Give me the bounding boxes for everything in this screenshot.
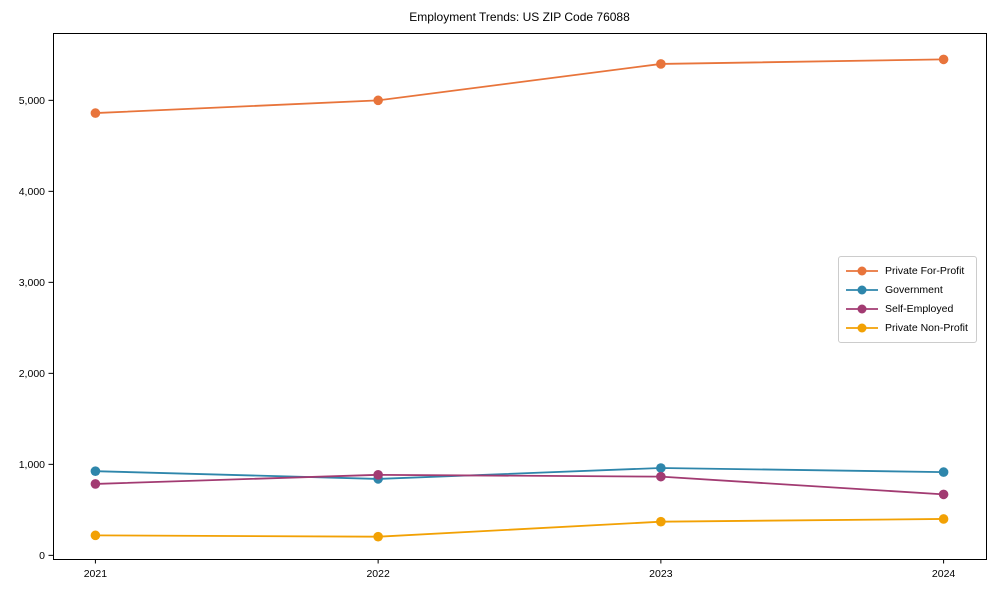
legend-item-self-employed: Self-Employed [845, 301, 970, 317]
legend-label: Private Non-Profit [885, 322, 968, 335]
legend-label: Self-Employed [885, 303, 954, 316]
series-line-self-employed [95, 473, 944, 496]
chart-title: Employment Trends: US ZIP Code 76088 [409, 10, 630, 24]
x-tick-label: 2022 [366, 568, 390, 580]
data-point [938, 54, 949, 65]
data-point [90, 466, 101, 476]
legend-label: Government [885, 283, 943, 296]
y-tick-label: 2,000 [19, 368, 45, 380]
y-tick-label: 0 [39, 550, 45, 562]
y-tick-label: 1,000 [19, 459, 45, 471]
legend: Private For-Profit Government Self-Employe… [838, 256, 977, 343]
y-tick-label: 5,000 [19, 95, 45, 107]
x-tick-label: 2021 [84, 568, 108, 580]
data-point [373, 95, 383, 106]
axes-frame [53, 33, 987, 560]
legend-marker-icon [846, 323, 878, 333]
data-point [373, 470, 383, 480]
data-point [90, 530, 101, 541]
legend-item-private-for-profit: Private For-Profit [845, 263, 970, 279]
data-point [656, 59, 666, 69]
data-point [938, 467, 949, 477]
data-point [90, 479, 101, 489]
data-point [656, 471, 666, 482]
data-point [656, 516, 666, 527]
y-tick-label: 4,000 [19, 186, 45, 198]
data-point [373, 531, 383, 542]
legend-marker-icon [846, 266, 878, 276]
series-line-private-for-profit [95, 58, 944, 114]
series-line-private-non-profit [95, 518, 944, 538]
data-point [938, 514, 949, 524]
data-point [90, 108, 101, 118]
y-tick-label: 3,000 [19, 277, 45, 289]
legend-label: Private For-Profit [885, 264, 965, 277]
legend-marker-icon [846, 285, 878, 295]
x-tick-label: 2024 [932, 568, 956, 580]
data-point [656, 463, 666, 473]
legend-item-private-non-profit: Private Non-Profit [845, 320, 970, 336]
x-tick-label: 2023 [649, 568, 673, 580]
legend-item-government: Government [845, 282, 970, 298]
data-point [938, 489, 949, 500]
series-line-government [95, 467, 944, 480]
legend-marker-icon [846, 304, 878, 314]
